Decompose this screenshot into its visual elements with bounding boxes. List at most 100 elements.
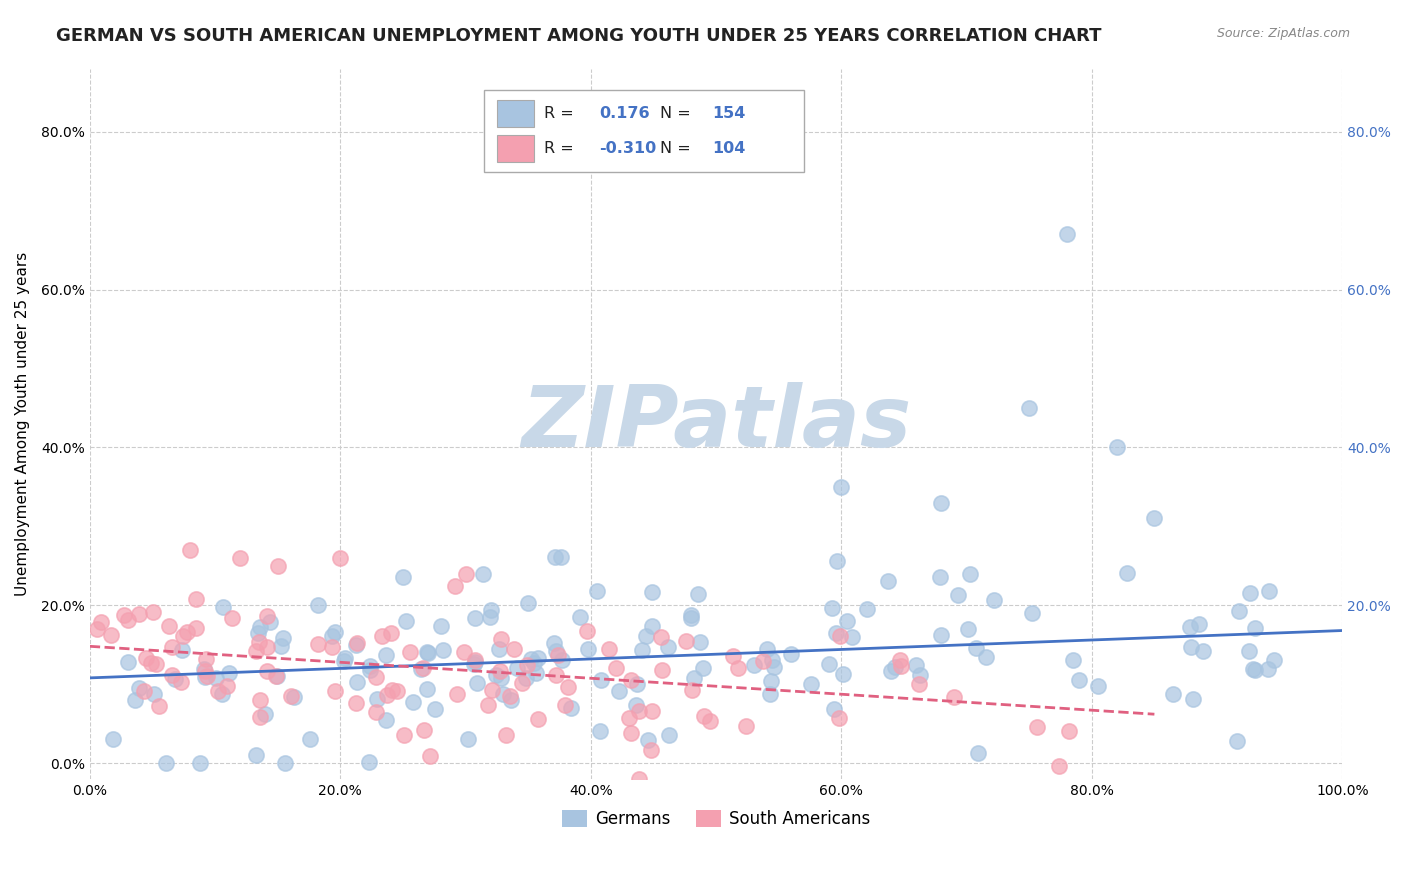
Text: 0.176: 0.176 [599, 106, 650, 120]
Point [1062, 653, 1084, 667]
Point [1192, 644, 1215, 658]
Point [506, 661, 529, 675]
Point [957, 622, 980, 636]
Point [1244, 621, 1267, 635]
Point [370, 629, 392, 643]
Point [520, 652, 543, 666]
Point [1067, 673, 1090, 687]
Point [416, 681, 439, 696]
Point [444, 578, 467, 592]
Point [256, 664, 278, 678]
Point [727, 661, 749, 675]
Point [631, 642, 654, 657]
Text: N =: N = [659, 106, 696, 120]
Point [464, 610, 486, 624]
Point [249, 693, 271, 707]
Point [620, 726, 643, 740]
Point [117, 655, 139, 669]
Point [880, 665, 903, 679]
Point [650, 630, 672, 644]
Point [689, 634, 711, 648]
Point [1049, 758, 1071, 772]
Point [752, 654, 775, 668]
Point [637, 732, 659, 747]
Point [543, 636, 565, 650]
Point [321, 640, 343, 654]
Point [411, 662, 433, 676]
Point [1226, 734, 1249, 748]
Point [527, 651, 550, 665]
Point [1161, 687, 1184, 701]
Point [1116, 566, 1139, 580]
Point [135, 650, 157, 665]
Point [576, 642, 599, 657]
Point [478, 609, 501, 624]
Point [627, 772, 650, 786]
Point [641, 704, 664, 718]
Point [101, 732, 124, 747]
Point [959, 567, 981, 582]
Point [605, 661, 627, 675]
Point [761, 653, 783, 667]
Point [692, 709, 714, 723]
Point [176, 624, 198, 639]
Point [1056, 227, 1078, 242]
Text: 154: 154 [713, 106, 745, 120]
Point [274, 756, 297, 771]
Point [280, 690, 302, 704]
Point [1057, 724, 1080, 739]
Point [211, 687, 233, 701]
Point [160, 640, 183, 654]
Point [325, 684, 347, 698]
Point [692, 661, 714, 675]
Point [641, 619, 664, 633]
Point [965, 641, 987, 656]
Point [543, 550, 565, 565]
Point [681, 683, 703, 698]
Point [495, 728, 517, 742]
Point [194, 652, 217, 666]
Point [148, 699, 170, 714]
Point [948, 588, 970, 602]
Point [163, 672, 186, 686]
Point [546, 644, 568, 658]
Point [489, 664, 512, 678]
Point [821, 600, 844, 615]
Point [380, 625, 402, 640]
Point [184, 621, 207, 635]
Text: -0.310: -0.310 [599, 141, 657, 155]
Point [1018, 401, 1040, 415]
Point [550, 549, 572, 564]
Point [512, 676, 534, 690]
Point [828, 629, 851, 643]
Point [385, 683, 408, 698]
Point [471, 566, 494, 581]
Point [195, 669, 218, 683]
Point [589, 723, 612, 738]
Text: GERMAN VS SOUTH AMERICAN UNEMPLOYMENT AMONG YOUTH UNDER 25 YEARS CORRELATION CHA: GERMAN VS SOUTH AMERICAN UNEMPLOYMENT AM… [56, 27, 1102, 45]
Point [464, 653, 486, 667]
Point [249, 620, 271, 634]
Point [412, 660, 434, 674]
Point [735, 719, 758, 733]
Point [491, 632, 513, 646]
Point [877, 574, 900, 588]
Point [1241, 662, 1264, 676]
Point [169, 674, 191, 689]
Point [266, 668, 288, 682]
Point [465, 675, 488, 690]
Point [974, 650, 997, 665]
Point [481, 683, 503, 698]
Point [683, 671, 706, 685]
Text: R =: R = [544, 106, 579, 120]
Point [307, 598, 329, 612]
Point [143, 687, 166, 701]
Point [551, 653, 574, 667]
Point [598, 641, 620, 656]
Point [756, 641, 779, 656]
Point [218, 666, 240, 681]
Point [416, 646, 439, 660]
Point [657, 640, 679, 655]
Point [357, 755, 380, 769]
Point [413, 723, 436, 737]
